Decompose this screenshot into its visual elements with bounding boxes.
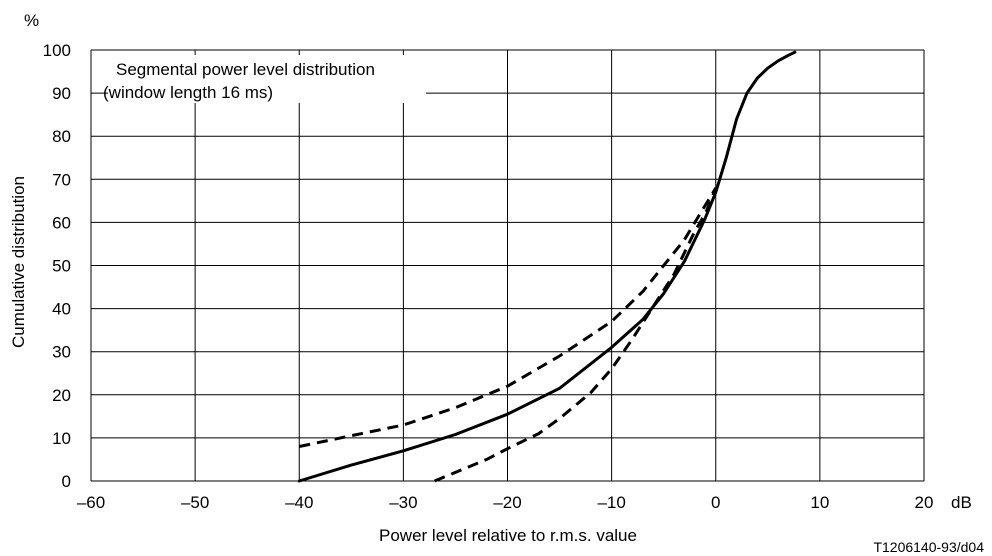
y-tick-label: 40 [52, 300, 71, 319]
grid [90, 49, 925, 482]
series-line-3-dashed [434, 187, 718, 483]
y-tick-label: 30 [52, 343, 71, 362]
y-tick-label: 20 [52, 386, 71, 405]
x-tick-label: –10 [597, 493, 625, 512]
annotation-line-2: (window length 16 ms) [103, 83, 273, 102]
annotation-line-1: Segmental power level distribution [116, 60, 375, 79]
x-tick-label: –40 [285, 493, 313, 512]
y-tick-label: 10 [52, 429, 71, 448]
y-tick-label: 100 [43, 41, 71, 60]
x-tick-label: –60 [77, 493, 105, 512]
x-tick-label: 20 [915, 493, 934, 512]
annotation-background [108, 55, 426, 103]
x-tick-label: 0 [711, 493, 720, 512]
series-group [297, 50, 797, 483]
x-tick-label: –20 [493, 493, 521, 512]
y-tick-label: 60 [52, 213, 71, 232]
series-line-2-dashed [298, 187, 718, 448]
y-tick-label: 50 [52, 257, 71, 276]
series-line-1-solid [297, 50, 797, 483]
y-tick-label: 70 [52, 170, 71, 189]
x-tick-label: –30 [389, 493, 417, 512]
x-axis-label: Power level relative to r.m.s. value [379, 526, 637, 545]
y-tick-label: 90 [52, 84, 71, 103]
y-axis-label: Cumulative distribution [9, 176, 28, 348]
x-tick-label: –50 [181, 493, 209, 512]
figure-id: T1206140-93/d04 [873, 539, 984, 555]
x-tick-label: 10 [810, 493, 829, 512]
annotation-box: Segmental power level distribution (wind… [103, 55, 426, 103]
y-unit-label: % [24, 11, 39, 30]
x-unit-label: dB [951, 493, 972, 512]
y-tick-label: 0 [62, 472, 71, 491]
y-tick-label: 80 [52, 127, 71, 146]
